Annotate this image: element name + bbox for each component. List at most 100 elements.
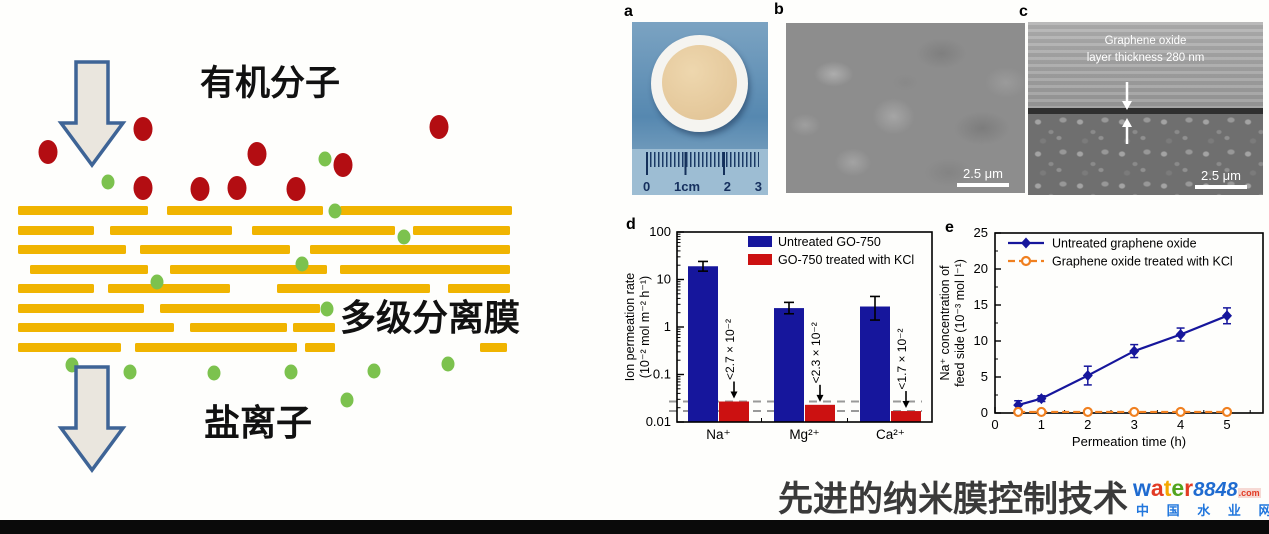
membrane-disc-center <box>662 45 737 120</box>
logo-letter-a: a <box>1150 475 1164 501</box>
go-sheet <box>252 226 395 235</box>
go-sheet <box>305 343 335 352</box>
go-sheet <box>293 323 335 332</box>
go-sheet <box>140 245 290 254</box>
bar-untreated <box>860 306 890 422</box>
go-sheet <box>170 265 327 274</box>
go-sheet <box>448 284 510 293</box>
label-multistage-membrane: 多级分离膜 <box>338 297 523 338</box>
svg-text:2: 2 <box>1084 417 1091 432</box>
go-sheet <box>277 284 430 293</box>
label-salt-ions: 盐离子 <box>204 402 313 443</box>
go-sheet <box>160 304 320 313</box>
go-sheet <box>18 284 94 293</box>
svg-text:Na⁺ concentration of: Na⁺ concentration of <box>938 265 952 381</box>
ruler-mark-1cm: 1cm <box>673 179 701 194</box>
logo-number: 8848 <box>1193 479 1238 501</box>
go-sheet <box>413 226 510 235</box>
svg-text:25: 25 <box>974 225 988 240</box>
organic-molecule <box>227 176 247 200</box>
panel-b-sem-surface: 2.5 μm <box>786 23 1025 193</box>
ruler-mark-3: 3 <box>754 179 762 194</box>
svg-text:Ca²⁺: Ca²⁺ <box>876 427 905 442</box>
panel-c-label: c <box>1019 3 1028 20</box>
membrane-schematic: 有机分子 多级分离膜 盐离子 <box>0 0 620 520</box>
salt-ion <box>397 229 411 245</box>
go-sheet <box>167 206 323 215</box>
salt-ion <box>295 256 309 272</box>
panel-a-label: a <box>624 3 633 20</box>
go-sheet <box>30 265 148 274</box>
svg-text:10: 10 <box>974 333 988 348</box>
panel-c-annotation: Graphene oxide layer thickness 280 nm <box>1028 33 1263 66</box>
organic-molecule <box>286 177 306 201</box>
svg-text:Graphene oxide treated with KC: Graphene oxide treated with KCl <box>1052 255 1233 269</box>
salt-ion <box>318 151 332 167</box>
logo-com: .com <box>1237 488 1261 498</box>
svg-text:Permeation time (h): Permeation time (h) <box>1072 434 1186 449</box>
bar-untreated <box>774 308 804 422</box>
svg-text:<2.7 × 10⁻²: <2.7 × 10⁻² <box>723 319 737 380</box>
svg-text:15: 15 <box>974 297 988 312</box>
salt-ion <box>320 301 334 317</box>
svg-text:4: 4 <box>1177 417 1184 432</box>
go-sheet <box>18 323 174 332</box>
salt-ion <box>150 274 164 290</box>
svg-text:(10⁻² mol m⁻² h⁻¹): (10⁻² mol m⁻² h⁻¹) <box>638 276 652 378</box>
svg-text:3: 3 <box>1131 417 1138 432</box>
flow-arrow <box>57 365 127 473</box>
svg-text:Mg²⁺: Mg²⁺ <box>789 427 819 442</box>
chart-na-concentration: 0 1 2 3 4 5 0 5 10 15 20 25 Permeation time (h) Na⁺ c… <box>938 225 1264 449</box>
bar-treated <box>805 404 835 422</box>
panel-e-label: e <box>945 219 954 236</box>
logo-subtitle: 中 国 水 业 网 <box>1136 503 1269 518</box>
flow-arrow <box>57 60 127 168</box>
panel-c-go-layer <box>1028 108 1263 114</box>
logo-letter-w: w <box>1133 475 1151 501</box>
svg-text:5: 5 <box>981 369 988 384</box>
membrane-schematic-graphics <box>18 60 512 473</box>
salt-ion <box>328 203 342 219</box>
svg-text:0.1: 0.1 <box>653 367 671 382</box>
organic-molecule <box>133 117 153 141</box>
organic-molecule <box>38 140 58 164</box>
salt-ion <box>101 174 115 190</box>
panel-c-scalebar-line <box>1195 185 1247 189</box>
svg-text:0: 0 <box>981 405 988 420</box>
panel-d-label: d <box>626 216 636 233</box>
svg-text:1: 1 <box>664 319 671 334</box>
panel-b-scalebar-line <box>957 183 1009 187</box>
organic-molecule <box>133 176 153 200</box>
go-sheet <box>18 245 126 254</box>
go-sheet <box>340 265 510 274</box>
go-sheet <box>18 226 94 235</box>
bar-untreated <box>688 266 718 422</box>
svg-text:Na⁺: Na⁺ <box>706 427 730 442</box>
svg-text:<1.7 × 10⁻²: <1.7 × 10⁻² <box>895 329 909 390</box>
go-sheet <box>135 343 297 352</box>
logo-letter-r: r <box>1184 475 1194 501</box>
go-sheet <box>110 226 232 235</box>
panel-c-sem-crosssection: Graphene oxide layer thickness 280 nm 2.… <box>1028 22 1263 195</box>
svg-text:0.01: 0.01 <box>646 414 671 429</box>
panel-c-epoxy-region <box>1028 22 1263 108</box>
svg-text:<2.3 × 10⁻²: <2.3 × 10⁻² <box>809 322 823 383</box>
water8848-logo: water8848.com <box>1133 475 1261 502</box>
go-sheet <box>480 343 507 352</box>
salt-ion <box>123 364 137 380</box>
footer-caption: 先进的纳米膜控制技术 <box>778 480 1129 519</box>
panel-c-arrows <box>1122 82 1132 144</box>
ruler-numbers: 0 1cm 2 3 <box>643 179 762 194</box>
organic-molecule <box>247 142 267 166</box>
panel-c-scalebar: 2.5 μm <box>1195 168 1247 189</box>
organic-molecule <box>190 177 210 201</box>
ruler: 0 1cm 2 3 <box>632 149 768 195</box>
svg-text:5: 5 <box>1223 417 1230 432</box>
membrane-disc <box>651 35 748 132</box>
panel-b-label: b <box>774 1 784 18</box>
go-sheet <box>190 323 287 332</box>
svg-text:Ion permeation rate: Ion permeation rate <box>623 273 637 381</box>
go-sheet <box>18 343 121 352</box>
svg-text:0: 0 <box>991 417 998 432</box>
label-organic-molecules: 有机分子 <box>200 64 341 103</box>
